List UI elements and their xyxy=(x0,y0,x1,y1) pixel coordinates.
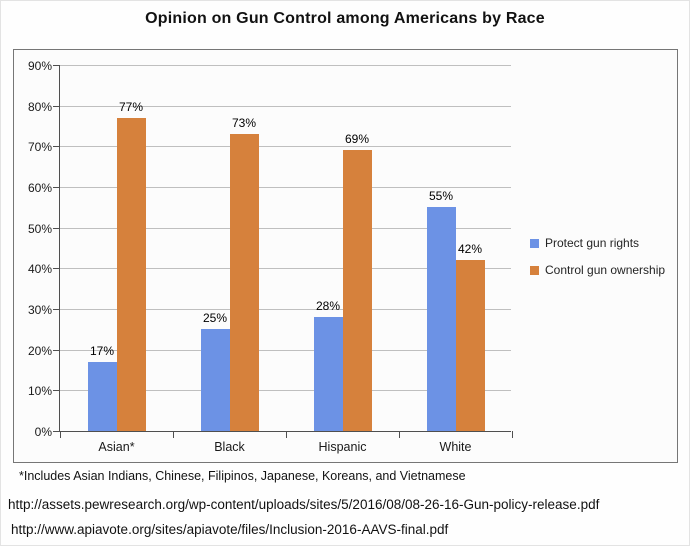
y-axis-tick-label: 70% xyxy=(27,140,52,155)
y-axis-tick xyxy=(53,227,60,229)
x-axis-category-label: Hispanic xyxy=(318,440,367,454)
legend: Protect gun rights Control gun ownership xyxy=(530,236,665,277)
bar-control-gun-ownership xyxy=(342,150,372,431)
y-axis-tick-label: 50% xyxy=(27,221,52,236)
y-axis-tick-label: 80% xyxy=(27,99,52,114)
x-axis-tick xyxy=(512,431,513,438)
gridline xyxy=(60,349,511,351)
bar-control-gun-ownership xyxy=(229,134,259,431)
bar-protect-gun-rights xyxy=(200,329,230,431)
bar-protect-gun-rights xyxy=(87,361,117,431)
gridline xyxy=(60,268,511,270)
bar-value-label: 77% xyxy=(118,99,144,114)
bar-value-label: 28% xyxy=(315,299,341,314)
y-axis-tick-label: 30% xyxy=(27,303,52,317)
y-axis-tick-label: 10% xyxy=(27,384,52,399)
footnote: *Includes Asian Indians, Chinese, Filipi… xyxy=(19,469,466,483)
legend-swatch xyxy=(530,238,539,248)
bar-protect-gun-rights xyxy=(426,207,456,431)
gridline xyxy=(60,227,511,229)
y-axis-tick xyxy=(53,146,60,148)
bar-value-label: 42% xyxy=(457,242,483,257)
bar-value-label: 69% xyxy=(344,132,370,147)
y-axis-tick-label: 0% xyxy=(34,425,52,439)
legend-label: Control gun ownership xyxy=(545,263,666,277)
x-axis-category-label: Black xyxy=(214,440,245,454)
y-axis-tick xyxy=(53,349,60,351)
bar-protect-gun-rights xyxy=(313,317,343,431)
chart-title: Opinion on Gun Control among Americans b… xyxy=(145,10,545,27)
gridline xyxy=(60,187,511,188)
bar-control-gun-ownership xyxy=(455,260,485,431)
bar-value-label: 17% xyxy=(89,343,115,358)
bar-value-label: 25% xyxy=(202,311,228,326)
y-axis-tick xyxy=(53,105,60,107)
x-axis-category-label: Asian* xyxy=(98,440,135,454)
y-axis-tick xyxy=(53,309,60,310)
source-url-apiavote: http://www.apiavote.org/sites/apiavote/f… xyxy=(11,522,449,537)
legend-item-control-gun-ownership: Control gun ownership xyxy=(530,263,665,277)
y-axis-tick xyxy=(53,431,60,432)
legend-item-protect-gun-rights: Protect gun rights xyxy=(530,236,665,250)
source-url-pewresearch: http://assets.pewresearch.org/wp-content… xyxy=(8,497,600,512)
gridline xyxy=(60,146,511,148)
x-axis-tick xyxy=(286,431,287,438)
x-axis-tick xyxy=(399,431,400,438)
chart-frame: 0% 10% 20% 30% 40% 50% 60% 70% 80% 90% Asian* 17% 77… xyxy=(13,49,678,463)
y-axis-tick xyxy=(53,268,60,270)
gridline xyxy=(60,309,511,310)
legend-label: Protect gun rights xyxy=(545,236,640,250)
legend-swatch xyxy=(530,265,539,275)
y-axis-tick-label: 60% xyxy=(27,181,52,195)
x-axis-tick xyxy=(60,431,61,438)
y-axis-tick xyxy=(53,390,60,392)
gridline xyxy=(60,390,511,392)
y-axis-tick xyxy=(53,65,60,66)
x-axis-tick xyxy=(173,431,174,438)
gridline xyxy=(60,105,511,107)
x-axis-category-label: White xyxy=(439,440,472,454)
bar-value-label: 73% xyxy=(231,116,257,131)
y-axis-tick-label: 40% xyxy=(27,262,52,277)
plot-area: 0% 10% 20% 30% 40% 50% 60% 70% 80% 90% Asian* 17% 77… xyxy=(28,59,513,454)
y-axis-tick xyxy=(53,187,60,188)
gridline xyxy=(60,65,511,66)
bar-value-label: 55% xyxy=(428,189,454,204)
y-axis-tick-label: 90% xyxy=(27,59,52,73)
bar-control-gun-ownership xyxy=(116,117,146,431)
y-axis-tick-label: 20% xyxy=(27,343,52,358)
